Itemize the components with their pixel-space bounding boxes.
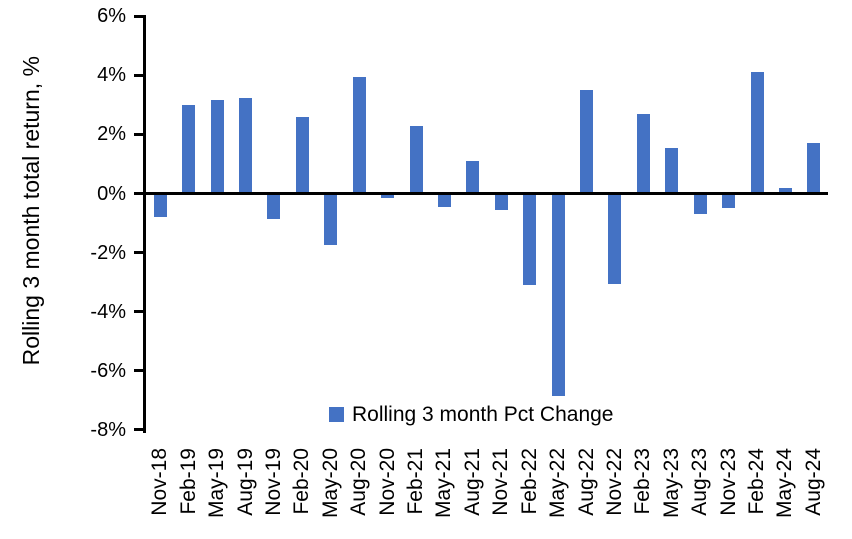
x-tick-label: Aug-22 xyxy=(574,448,598,516)
y-tick-mark xyxy=(134,428,144,432)
bar xyxy=(608,193,622,284)
legend: Rolling 3 month Pct Change xyxy=(329,402,614,427)
bar xyxy=(182,104,196,194)
x-tick-label: Feb-21 xyxy=(404,448,427,515)
bar xyxy=(722,193,735,209)
x-tick-label: Nov-20 xyxy=(375,448,399,516)
bar xyxy=(210,100,224,194)
y-tick-mark xyxy=(134,73,144,77)
legend-marker-icon xyxy=(329,407,344,422)
bar xyxy=(352,76,366,194)
y-tick-label: 6% xyxy=(97,5,126,28)
x-tick-label: May-21 xyxy=(432,448,456,519)
x-tick-label: Aug-23 xyxy=(688,448,712,516)
y-tick-mark xyxy=(134,251,144,255)
y-tick-label: -8% xyxy=(90,418,126,441)
x-tick-label: Nov-22 xyxy=(602,448,626,516)
bar xyxy=(665,147,679,194)
x-tick-label: May-23 xyxy=(659,448,683,519)
y-tick-label: 0% xyxy=(97,182,126,205)
bar xyxy=(551,193,565,396)
bar xyxy=(580,90,593,194)
y-tick-label: -4% xyxy=(90,300,126,323)
bar xyxy=(381,193,394,198)
bar xyxy=(494,193,508,210)
x-tick-label: Nov-19 xyxy=(261,448,285,516)
y-tick-label: 4% xyxy=(97,64,126,87)
x-tick-label: Nov-21 xyxy=(489,448,513,516)
y-tick-label: -6% xyxy=(90,359,126,382)
bar xyxy=(778,187,792,194)
y-tick-mark xyxy=(134,310,144,314)
zero-baseline xyxy=(143,192,828,195)
x-tick-label: Nov-23 xyxy=(716,448,740,516)
bar xyxy=(267,193,281,219)
y-axis-line xyxy=(143,15,146,433)
x-tick-label: May-24 xyxy=(773,448,797,519)
y-tick-mark xyxy=(134,369,144,373)
y-tick-label: -2% xyxy=(90,241,126,264)
y-tick-mark xyxy=(134,192,144,195)
y-tick-mark xyxy=(134,132,144,136)
x-tick-label: Feb-23 xyxy=(631,448,655,515)
bar xyxy=(693,193,707,215)
bar xyxy=(807,143,821,194)
x-tick-label: May-20 xyxy=(318,448,342,519)
x-tick-label: May-19 xyxy=(205,448,228,519)
x-tick-label: Aug-21 xyxy=(460,448,484,516)
bar xyxy=(324,193,338,246)
x-tick-label: Feb-19 xyxy=(176,448,200,515)
x-tick-label: May-22 xyxy=(546,448,569,519)
x-tick-label: Nov-18 xyxy=(148,448,172,516)
bar xyxy=(523,193,537,286)
x-tick-label: Aug-20 xyxy=(347,448,371,516)
legend-label: Rolling 3 month Pct Change xyxy=(352,403,614,426)
bar xyxy=(295,116,309,194)
x-tick-label: Feb-22 xyxy=(517,448,541,515)
x-tick-label: Aug-19 xyxy=(233,448,257,516)
bar xyxy=(239,97,252,194)
bar xyxy=(636,113,650,194)
bar xyxy=(750,72,764,194)
y-tick-mark xyxy=(134,14,144,18)
bar xyxy=(153,193,167,218)
y-tick-label: 2% xyxy=(97,123,126,146)
bar xyxy=(466,161,480,194)
x-tick-label: Feb-20 xyxy=(290,448,314,515)
x-tick-label: Feb-24 xyxy=(745,448,768,515)
bar xyxy=(437,193,451,207)
bar xyxy=(409,125,423,194)
x-tick-label: Aug-24 xyxy=(801,448,825,516)
